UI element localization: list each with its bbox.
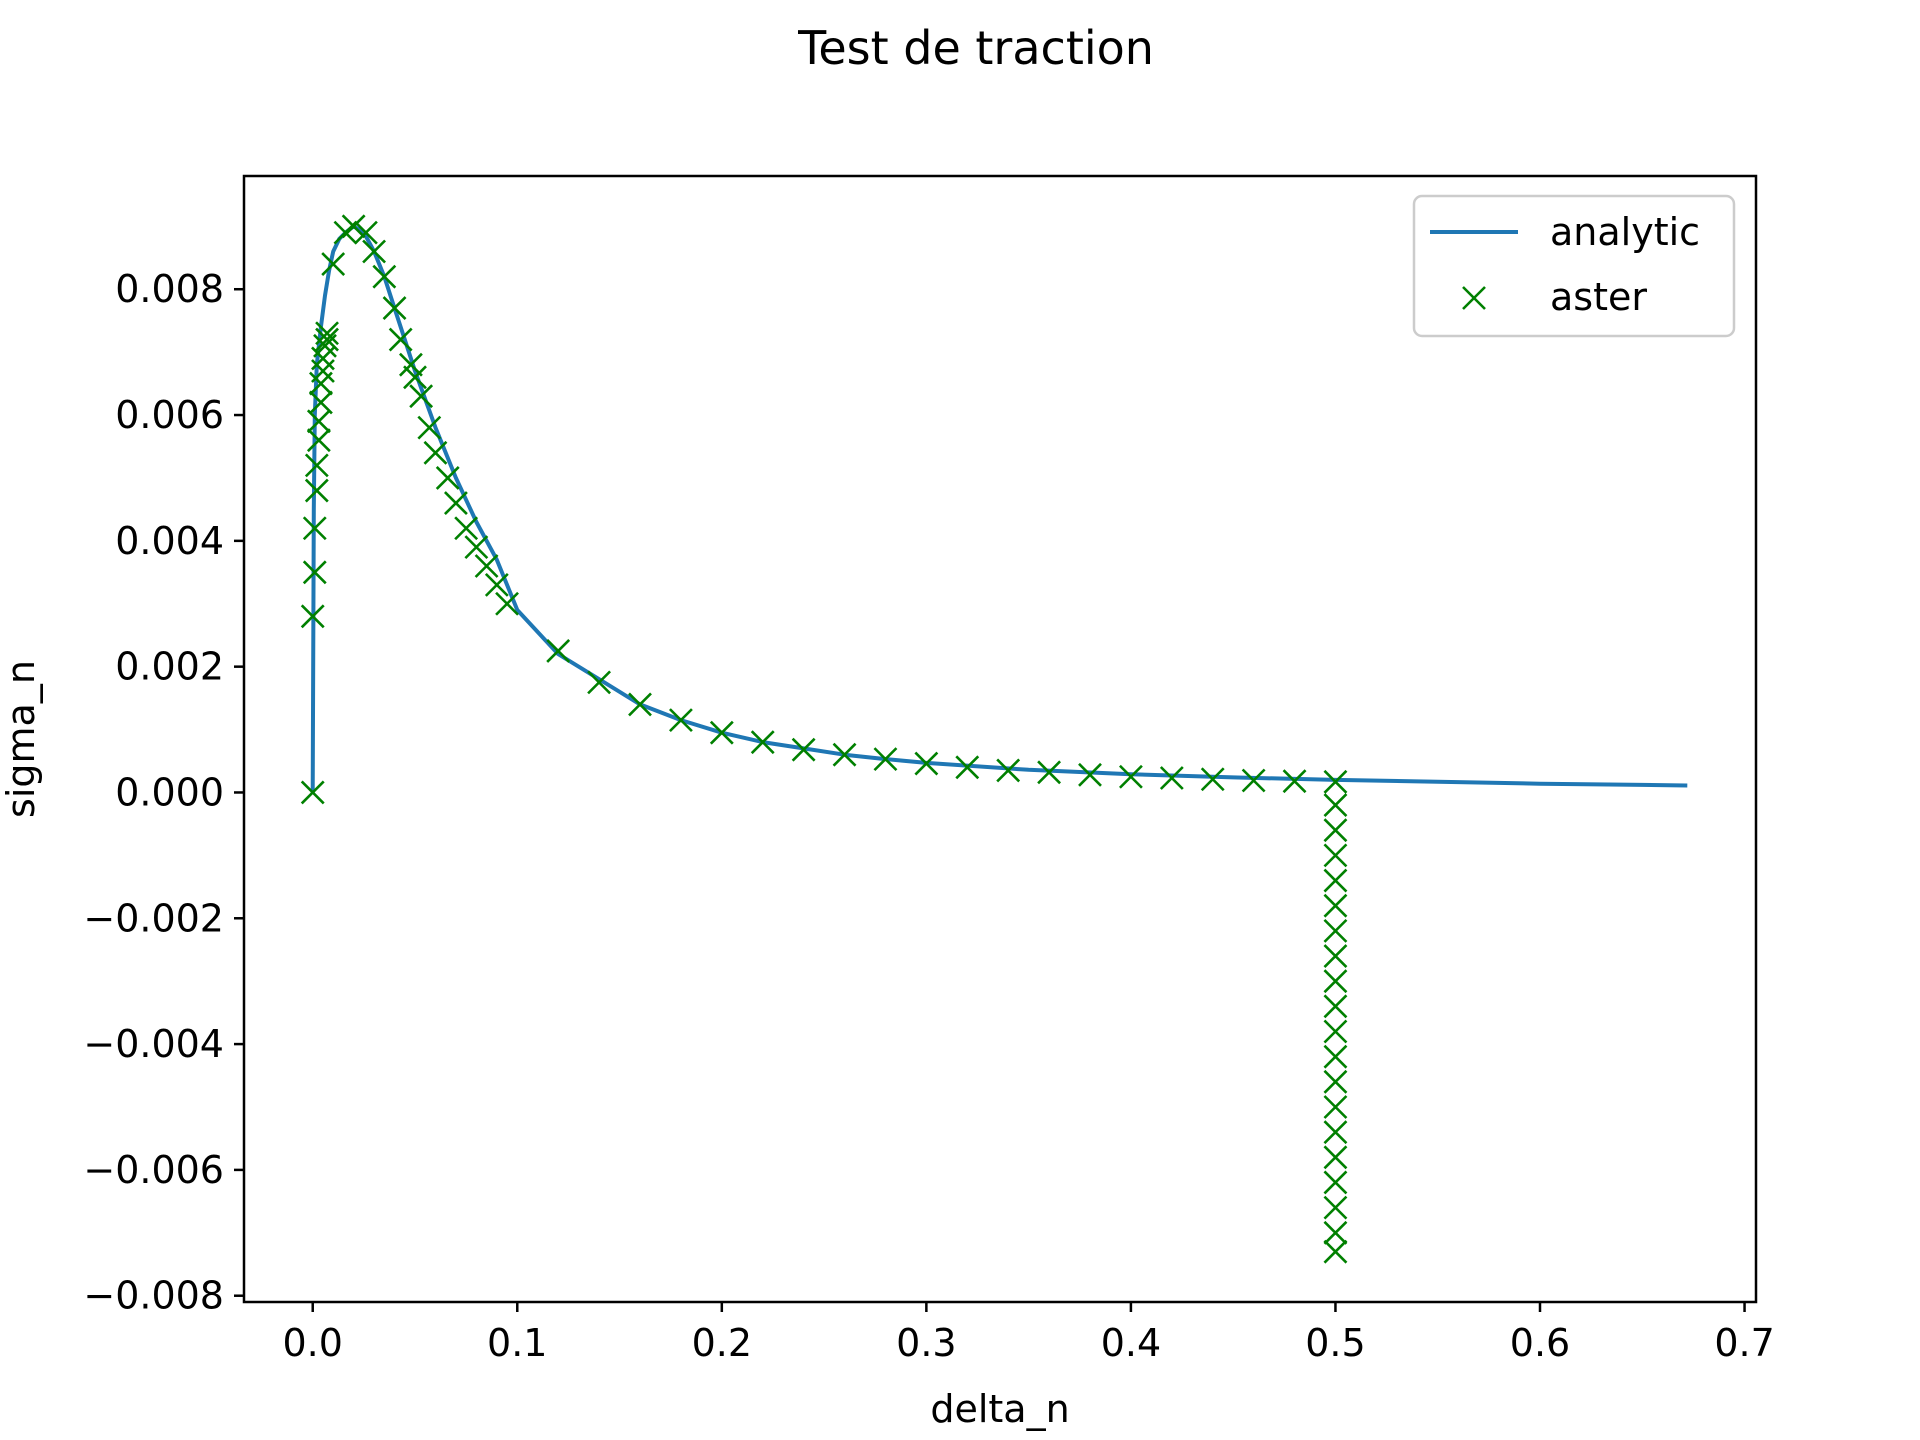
x-tick-label: 0.5 — [1305, 1321, 1365, 1365]
aster-point — [341, 214, 366, 239]
aster-point — [454, 516, 479, 541]
aster-point — [495, 591, 519, 616]
x-tick-label: 0.1 — [487, 1321, 547, 1365]
aster-point — [955, 755, 980, 780]
aster-point — [311, 359, 335, 383]
aster-point — [1323, 1044, 1348, 1069]
aster-point — [321, 252, 346, 276]
aster-point — [1037, 760, 1062, 785]
x-tick-label: 0.4 — [1101, 1321, 1161, 1365]
y-tick-label: 0.006 — [115, 393, 224, 437]
y-tick-label: 0.000 — [115, 770, 224, 814]
aster-point — [1323, 1239, 1348, 1264]
x-tick-label: 0.7 — [1714, 1321, 1774, 1365]
aster-point — [1323, 1170, 1348, 1195]
aster-point — [1241, 768, 1266, 793]
aster-point — [423, 440, 448, 465]
aster-point — [1323, 818, 1348, 843]
aster-point — [1323, 1145, 1348, 1170]
aster-point — [300, 780, 325, 805]
y-axis-label: sigma_n — [0, 660, 43, 818]
aster-point — [546, 639, 571, 663]
aster-point — [1323, 1019, 1348, 1044]
aster-point — [372, 264, 397, 289]
aster-point — [382, 296, 407, 321]
legend-aster-label: aster — [1550, 275, 1647, 319]
aster-point — [398, 352, 423, 377]
aster-point — [443, 491, 468, 516]
aster-point — [1323, 868, 1348, 893]
y-tick-label: −0.008 — [83, 1274, 224, 1318]
aster-point — [302, 560, 327, 585]
aster-point — [1323, 1220, 1348, 1245]
aster-point — [306, 409, 331, 434]
aster-point — [1159, 766, 1184, 790]
aster-point — [1323, 793, 1348, 817]
aster-point — [302, 516, 327, 541]
aster-point — [1323, 1069, 1348, 1094]
aster-point — [409, 384, 434, 409]
x-axis: 0.0 0.1 0.2 0.3 0.4 0.5 0.6 0.7 — [283, 1302, 1775, 1365]
aster-point — [791, 737, 816, 762]
aster-point — [306, 428, 331, 453]
aster-point — [750, 730, 775, 755]
aster-point — [1323, 1120, 1348, 1145]
y-axis: 0.008 0.006 0.004 0.002 0.000 −0.002 −0.004 −0.… — [83, 267, 244, 1318]
aster-point — [1323, 893, 1348, 918]
aster-point — [996, 758, 1021, 783]
aster-point — [464, 535, 489, 560]
aster-point — [668, 708, 693, 733]
x-tick-label: 0.0 — [283, 1321, 343, 1365]
aster-point — [362, 239, 387, 264]
x-tick-label: 0.3 — [896, 1321, 956, 1365]
y-tick-label: 0.004 — [115, 519, 224, 563]
aster-point — [403, 365, 427, 390]
y-tick-label: −0.006 — [83, 1148, 224, 1192]
aster-point — [832, 742, 857, 767]
legend-analytic-label: analytic — [1550, 210, 1700, 254]
aster-point — [1323, 918, 1348, 943]
aster-point — [315, 321, 339, 346]
aster-point — [484, 572, 509, 597]
x-axis-label: delta_n — [930, 1387, 1069, 1431]
aster-point — [709, 720, 734, 745]
aster-point — [1323, 969, 1348, 994]
aster-point — [1323, 994, 1348, 1019]
x-tick-label: 0.6 — [1510, 1321, 1570, 1365]
chart-title: Test de traction — [797, 21, 1154, 75]
plot-area — [300, 214, 1688, 1264]
aster-point — [300, 604, 325, 629]
aster-point — [914, 751, 939, 776]
aster-point — [1078, 762, 1102, 787]
aster-point — [628, 692, 652, 717]
aster-point — [873, 747, 898, 772]
aster-point — [587, 670, 612, 695]
aster-point — [388, 327, 413, 352]
aster-point — [417, 415, 442, 440]
aster-point — [353, 220, 378, 245]
axes-frame — [242, 174, 1758, 1304]
aster-point — [1323, 769, 1348, 794]
aster-point — [1282, 769, 1307, 794]
y-tick-label: −0.002 — [83, 896, 224, 940]
y-tick-label: 0.008 — [115, 267, 224, 311]
aster-point — [1323, 1195, 1348, 1220]
legend: analytic aster — [1412, 194, 1736, 338]
aster-point — [1323, 944, 1348, 968]
aster-point — [1200, 767, 1225, 792]
aster-point — [435, 466, 460, 490]
aster-point — [304, 453, 329, 478]
x-tick-label: 0.2 — [692, 1321, 752, 1365]
aster-point — [308, 390, 333, 415]
y-tick-label: 0.002 — [115, 645, 224, 689]
y-tick-label: −0.004 — [83, 1022, 224, 1066]
aster-point — [1323, 843, 1348, 868]
aster-point — [474, 554, 499, 578]
aster-point — [315, 327, 339, 352]
legend-aster-swatch — [1462, 286, 1486, 310]
aster-point — [1118, 764, 1143, 789]
aster-point — [1323, 1095, 1348, 1119]
aster-point — [304, 478, 329, 503]
